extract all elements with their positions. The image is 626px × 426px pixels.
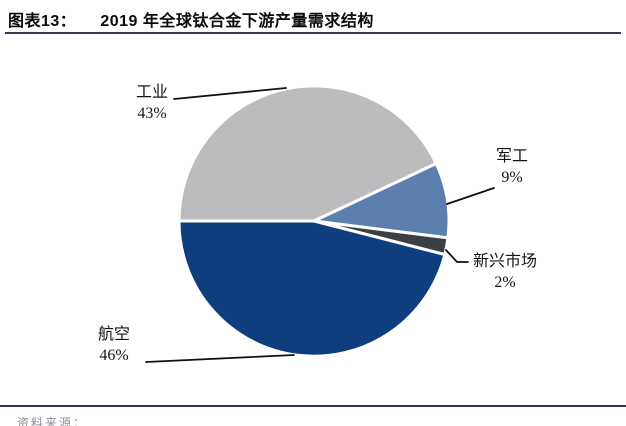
slice-percent: 9%	[501, 169, 523, 186]
leader-line-military	[446, 187, 495, 205]
leader-line-industry	[173, 87, 287, 100]
slice-percent: 43%	[137, 105, 167, 122]
slice-callout-military: 军工 9%	[486, 146, 538, 188]
leader-line-emerging-markets	[445, 249, 469, 263]
figure-title: 2019 年全球钛合金下游产量需求结构	[100, 13, 374, 30]
slice-callout-industry: 工业 43%	[126, 82, 178, 124]
slice-callout-aviation: 航空 46%	[88, 324, 140, 366]
leader-line-aviation	[145, 354, 295, 363]
slice-percent: 2%	[494, 274, 516, 291]
slice-callout-emerging-markets: 新兴市场 2%	[470, 251, 540, 293]
footer-divider	[0, 405, 626, 407]
slice-label: 工业	[135, 84, 168, 101]
header-divider	[5, 32, 621, 34]
figure-number-label: 图表13：	[8, 13, 77, 30]
slice-label: 航空	[97, 326, 130, 343]
slice-percent: 46%	[99, 347, 129, 364]
slice-label: 军工	[495, 148, 528, 165]
pie-slice-industry	[177, 84, 438, 223]
figure-header: 图表13： 2019 年全球钛合金下游产量需求结构	[8, 7, 618, 31]
slice-label: 新兴市场	[472, 253, 537, 270]
source-note: 资料来源：	[17, 414, 87, 426]
pie-slice-aviation	[177, 219, 447, 358]
source-label: 资料来源：	[17, 416, 88, 426]
